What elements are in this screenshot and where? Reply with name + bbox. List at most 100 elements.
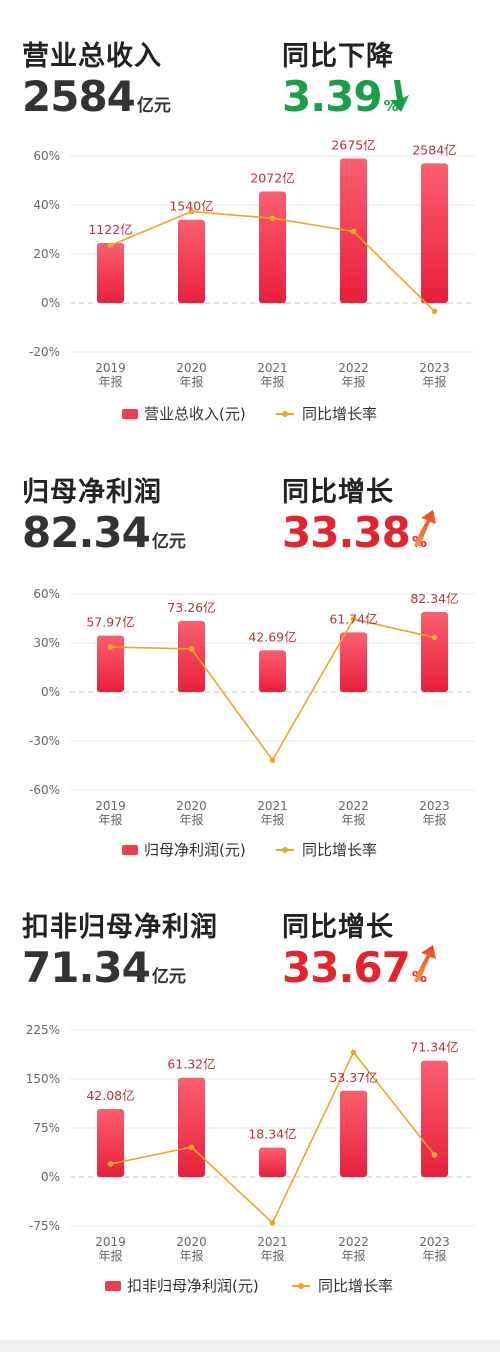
bar: [340, 632, 367, 692]
change-label: 同比下降: [282, 41, 394, 72]
legend-item-line: 同比增长率: [276, 839, 377, 860]
growth-point: [188, 208, 195, 215]
bar-value-label: 2072亿: [250, 171, 294, 186]
x-tick-label: 年报: [260, 1248, 284, 1263]
bar: [259, 1147, 286, 1177]
bar: [259, 191, 286, 303]
y-tick-label: 30%: [33, 636, 60, 650]
legend-line-label: 同比增长率: [302, 841, 378, 859]
y-tick-label: 0%: [41, 296, 60, 310]
growth-point: [350, 1049, 357, 1056]
metric-label: 归母净利润: [22, 477, 162, 508]
bar: [97, 635, 124, 692]
legend-bar-label: 归母净利润(元): [144, 841, 246, 859]
legend-line-swatch: [292, 1282, 310, 1289]
growth-point: [188, 646, 195, 652]
bar-value-label: 71.34亿: [410, 1040, 458, 1055]
growth-point: [269, 757, 276, 763]
x-tick-label: 2020: [176, 1235, 207, 1249]
change-value: 33.67%: [282, 943, 427, 992]
x-tick-label: 年报: [179, 1248, 203, 1263]
bar-value-label: 42.08亿: [86, 1088, 134, 1103]
growth-point: [269, 215, 276, 222]
chart-legend: 营业总收入(元) 同比增长率: [0, 403, 500, 423]
growth-point: [431, 1152, 438, 1158]
change-value: 33.38%: [282, 508, 427, 557]
net-profit-chart: 60% 30% 0% -30% -60% 57.97亿 73.26亿 42.69亿 61.74亿…: [29, 587, 475, 827]
growth-point: [188, 1144, 195, 1150]
x-tick-label: 2019: [95, 799, 126, 813]
legend-bar-label: 扣非归母净利润(元): [127, 1277, 259, 1295]
bar-value-label: 53.37亿: [329, 1070, 377, 1085]
legend-line-swatch: [276, 410, 294, 417]
up-arrow-icon: [414, 510, 436, 546]
bar-value-label: 61.32亿: [167, 1057, 215, 1072]
change-value: 3.39%: [282, 72, 399, 121]
y-tick-label: -20%: [29, 345, 60, 359]
growth-point: [350, 616, 357, 622]
x-tick-label: 2022: [338, 799, 369, 813]
bar: [178, 1077, 205, 1177]
bar: [340, 1090, 367, 1177]
x-tick-label: 年报: [422, 374, 446, 389]
metric-value-number: 71.34: [22, 943, 151, 992]
growth-point: [431, 634, 438, 641]
metric-value-unit: 亿元: [151, 967, 186, 987]
legend-bar-swatch: [122, 844, 138, 855]
bar: [259, 650, 286, 692]
x-tick-label: 2023: [419, 799, 450, 813]
change-value-number: 33.38: [282, 508, 411, 557]
footer-band: [0, 1340, 500, 1352]
legend-item-line: 同比增长率: [276, 403, 377, 424]
legend-item-bar: 归母净利润(元): [122, 839, 246, 860]
up-arrow-icon: [414, 945, 436, 981]
y-tick-label: 225%: [26, 1023, 60, 1037]
bar: [97, 1109, 124, 1177]
x-tick-label: 年报: [422, 1248, 446, 1263]
metric-value: 2584 亿元: [22, 72, 171, 121]
y-tick-label: -30%: [29, 734, 60, 748]
x-tick-label: 年报: [341, 812, 365, 827]
x-tick-label: 2020: [176, 799, 207, 813]
legend-line-label: 同比增长率: [318, 1277, 394, 1295]
growth-point: [107, 644, 114, 650]
change-label: 同比增长: [282, 477, 394, 508]
bar: [178, 620, 205, 692]
x-tick-label: 年报: [98, 1248, 122, 1263]
legend-item-bar: 扣非归母净利润(元): [105, 1275, 259, 1296]
y-tick-label: 75%: [33, 1121, 60, 1135]
revenue-chart: 60% 40% 20% 0% -20% 1122亿 1540亿 2072亿 2675亿 2584亿…: [29, 140, 475, 389]
x-tick-label: 2021: [257, 799, 288, 813]
y-tick-label: 150%: [26, 1072, 60, 1086]
bar-value-label: 1122亿: [88, 222, 132, 237]
deducted-net-profit-chart: 225% 150% 75% 0% -75% 42.08亿 61.32亿 18.34亿 53.37…: [26, 1023, 475, 1263]
y-tick-label: 20%: [33, 247, 60, 261]
y-tick-label: 40%: [33, 198, 60, 212]
bar-value-label: 1540亿: [169, 199, 213, 214]
bar-value-label: 61.74亿: [329, 611, 377, 626]
y-tick-label: 0%: [41, 685, 60, 699]
x-tick-label: 年报: [179, 374, 203, 389]
metric-label: 营业总收入: [22, 41, 162, 72]
growth-point: [107, 1161, 114, 1167]
metric-value-number: 82.34: [22, 508, 151, 557]
y-tick-label: 60%: [33, 587, 60, 601]
metric-value-unit: 亿元: [151, 532, 186, 552]
x-tick-label: 2021: [257, 1235, 288, 1249]
revenue-section: 营业总收入 2584 亿元 同比下降 3.39% 60% 40% 20% 0% -20% 1…: [0, 0, 500, 440]
x-tick-label: 2023: [419, 361, 450, 375]
bar-value-label: 18.34亿: [248, 1127, 296, 1142]
bar-value-label: 2584亿: [412, 142, 456, 157]
legend-item-bar: 营业总收入(元): [122, 403, 246, 424]
y-tick-label: -60%: [29, 783, 60, 797]
bar: [97, 242, 124, 303]
metric-value-number: 2584: [22, 72, 136, 121]
bar: [421, 611, 448, 692]
legend-line-label: 同比增长率: [302, 405, 378, 423]
legend-bar-label: 营业总收入(元): [144, 405, 246, 423]
y-tick-label: 0%: [41, 1170, 60, 1184]
chart-legend: 扣非归母净利润(元) 同比增长率: [0, 1275, 500, 1295]
bar-value-label: 42.69亿: [248, 629, 296, 644]
